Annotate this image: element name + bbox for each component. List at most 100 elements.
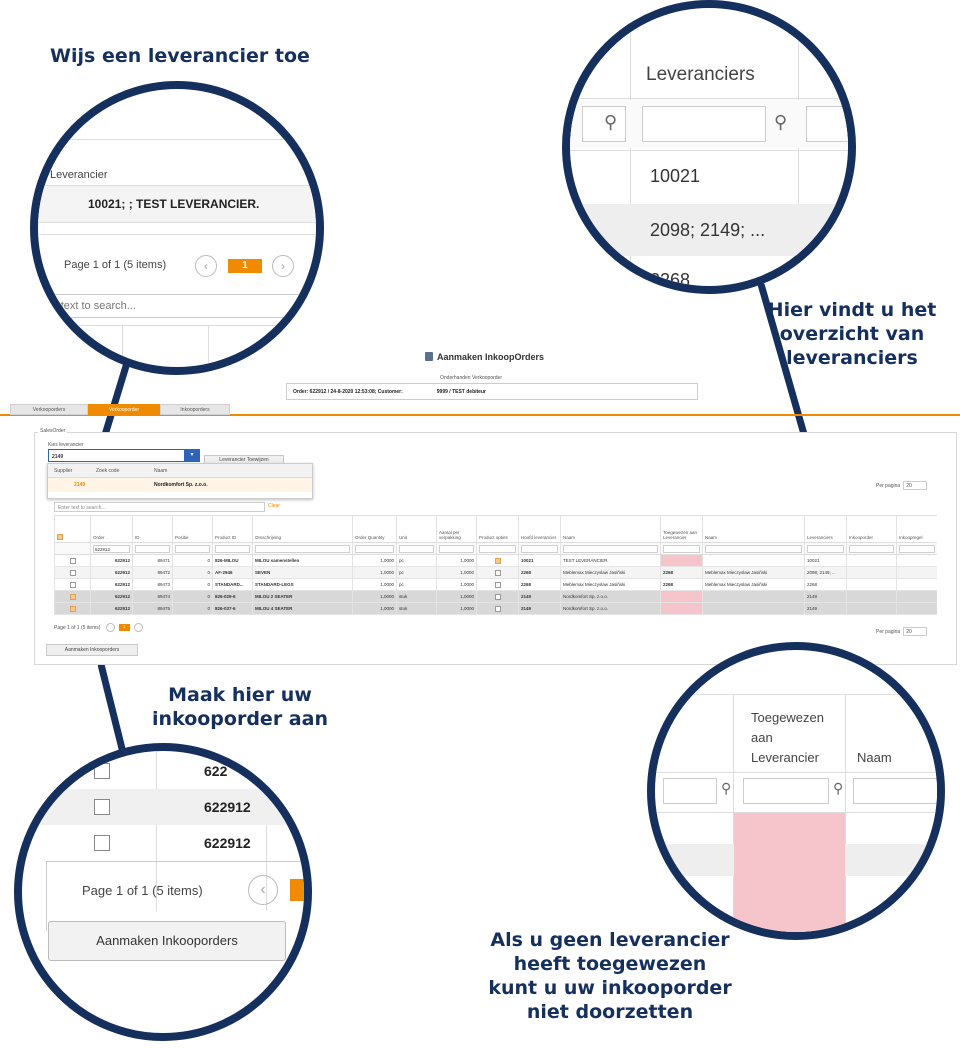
grid-header-cell[interactable]: Order bbox=[90, 516, 132, 542]
table-cell: 2268 bbox=[518, 579, 560, 590]
zoom-row-checkbox[interactable] bbox=[94, 835, 110, 851]
product-options-checkbox[interactable] bbox=[494, 570, 501, 576]
grid-search-input[interactable]: Enter text to search... bbox=[54, 502, 265, 512]
zoom-row-checkbox[interactable] bbox=[94, 799, 110, 815]
grid-header-cell[interactable]: ID bbox=[132, 516, 172, 542]
page-number[interactable]: 1 bbox=[118, 624, 130, 631]
table-cell: 2149 bbox=[804, 603, 846, 614]
table-cell: TEST LEVERANCIER. bbox=[560, 555, 660, 566]
grid-header-cell[interactable]: Product opties bbox=[476, 516, 518, 542]
callout-create: Maak hier uw inkooporder aan bbox=[152, 684, 328, 730]
zoom-prev-icon[interactable]: ‹ bbox=[195, 255, 217, 277]
filter-pin-icon[interactable]: ⚲ bbox=[833, 780, 844, 796]
table-row[interactable]: 622912 89474 0 826-029-6 MILOU 2 SEATER 1,000… bbox=[54, 591, 937, 603]
grid-header-cell[interactable]: Toegewezen aan Leverancier bbox=[660, 516, 702, 542]
grid-header-cell[interactable]: Hoofd leverancier bbox=[518, 516, 560, 542]
table-cell bbox=[54, 555, 90, 566]
zoom-create-button[interactable]: Aanmaken Inkooporders bbox=[48, 921, 286, 961]
grid-header-cell[interactable]: Positie bbox=[172, 516, 212, 542]
grid-header-cell[interactable]: Product ID bbox=[212, 516, 252, 542]
dropdown-option[interactable]: 2149 Nordkomfort Sp. z.o.o. bbox=[48, 478, 312, 492]
filter-input[interactable] bbox=[399, 545, 434, 553]
section-subtitle: Onderhanden Verkooporder bbox=[440, 375, 502, 381]
table-cell: SEVEN bbox=[252, 567, 352, 578]
supplier-select[interactable]: 2149 bbox=[48, 449, 200, 462]
filter-pin-icon[interactable]: ⚲ bbox=[604, 112, 618, 132]
tab-verkooporders[interactable]: Verkooporders bbox=[10, 404, 88, 415]
filter-input[interactable] bbox=[705, 545, 802, 553]
row-checkbox[interactable] bbox=[69, 606, 76, 612]
table-row[interactable]: 622912 89473 0 STANDARD... STANDARD-LEGS 1,00… bbox=[54, 579, 937, 591]
grid-header-cell[interactable]: Aantal per verpakking bbox=[436, 516, 476, 542]
table-cell bbox=[846, 579, 896, 590]
table-cell: 2149 bbox=[518, 603, 560, 614]
zoom-create-orders: 622 622912 622912 Page 1 of 1 (5 items) … bbox=[14, 743, 312, 1041]
create-purchase-orders-button[interactable]: Aanmaken Inkooporders bbox=[46, 644, 138, 656]
row-checkbox[interactable] bbox=[69, 582, 76, 588]
filter-input[interactable] bbox=[563, 545, 658, 553]
filter-input[interactable] bbox=[175, 545, 210, 553]
next-page-icon[interactable] bbox=[133, 623, 143, 632]
product-options-checkbox[interactable] bbox=[494, 558, 501, 564]
grid-header-cell[interactable]: Order Quantity bbox=[352, 516, 396, 542]
dropdown-header-supplier: Supplier bbox=[54, 468, 73, 474]
grid-header-cell[interactable]: Unit bbox=[396, 516, 436, 542]
filter-pin-icon[interactable]: ⚲ bbox=[721, 780, 732, 796]
filter-input[interactable] bbox=[439, 545, 474, 553]
orderlines-grid: Order ID Positie Product ID Omschrijving Orde… bbox=[54, 515, 937, 615]
grid-header-cell[interactable] bbox=[54, 516, 90, 542]
table-row[interactable]: 622912 89472 0 AF-2946 SEVEN 1,0000 pc 1,0000 22… bbox=[54, 567, 937, 579]
filter-input[interactable] bbox=[255, 545, 350, 553]
table-cell: 1,0000 bbox=[436, 567, 476, 578]
table-cell: STANDARD... bbox=[212, 579, 252, 590]
filter-input[interactable]: 622912 bbox=[93, 545, 130, 553]
select-all-checkbox[interactable] bbox=[57, 534, 63, 540]
filter-input[interactable] bbox=[663, 545, 700, 553]
per-page-bottom[interactable]: Per pagina 20 bbox=[876, 627, 928, 636]
table-cell: Nordkomfort Sp. z.o.o. bbox=[560, 603, 660, 614]
row-checkbox[interactable] bbox=[69, 558, 76, 564]
product-options-checkbox[interactable] bbox=[494, 606, 501, 612]
row-checkbox[interactable] bbox=[69, 570, 76, 576]
table-cell: 0 bbox=[172, 603, 212, 614]
filter-input[interactable] bbox=[807, 545, 844, 553]
per-page-top[interactable]: Per pagina 20 bbox=[876, 481, 928, 490]
product-options-checkbox[interactable] bbox=[494, 582, 501, 588]
zoom-prev-icon[interactable]: ‹ bbox=[248, 875, 278, 905]
grid-header-cell[interactable]: Naam bbox=[702, 516, 804, 542]
grid-header-cell[interactable]: Inkoopregel bbox=[896, 516, 937, 542]
filter-input[interactable] bbox=[899, 545, 935, 553]
filter-input[interactable] bbox=[849, 545, 894, 553]
table-cell: 1,0000 bbox=[436, 579, 476, 590]
tab-inkooporders[interactable]: Inkooporders bbox=[160, 404, 230, 415]
clear-link[interactable]: Clear bbox=[268, 503, 280, 509]
prev-page-icon[interactable] bbox=[105, 623, 115, 632]
zoom-next-icon[interactable]: › bbox=[272, 255, 294, 277]
tab-verkooporder[interactable]: Verkooporder bbox=[88, 404, 160, 415]
table-row[interactable]: 622912 89475 0 826-037-6 MILOU 4 SEATER 1,000… bbox=[54, 603, 937, 615]
zoom-order-2: 622912 bbox=[204, 799, 251, 815]
zoom-assigned-filter[interactable] bbox=[743, 778, 829, 804]
chevron-down-icon[interactable]: ▾ bbox=[184, 449, 200, 462]
filter-input[interactable] bbox=[355, 545, 394, 553]
product-options-checkbox[interactable] bbox=[494, 594, 501, 600]
filter-input[interactable] bbox=[521, 545, 558, 553]
grid-header-cell[interactable]: Omschrijving bbox=[252, 516, 352, 542]
filter-input[interactable] bbox=[135, 545, 170, 553]
filter-input[interactable] bbox=[57, 545, 88, 553]
filter-input[interactable] bbox=[479, 545, 516, 553]
grid-header-cell[interactable]: Naam bbox=[560, 516, 660, 542]
filter-input[interactable] bbox=[215, 545, 250, 553]
zoom-page-indicator[interactable] bbox=[290, 879, 304, 901]
table-cell: STANDARD-LEGS bbox=[252, 579, 352, 590]
row-checkbox[interactable] bbox=[69, 594, 76, 600]
grid-header-cell[interactable]: Inkooporder bbox=[846, 516, 896, 542]
table-row[interactable]: 622912 89471 0 826-MILOU MILOU samenstellen 1… bbox=[54, 555, 937, 567]
zoom-leveranciers-filter[interactable] bbox=[642, 106, 766, 142]
filter-pin-icon[interactable]: ⚲ bbox=[774, 112, 788, 132]
table-cell bbox=[846, 555, 896, 566]
zoom-page-number[interactable]: 1 bbox=[228, 259, 262, 273]
tab-bar: Verkooporders Verkooporder Inkooporders bbox=[0, 402, 960, 416]
grid-header-cell[interactable]: Leveranciers bbox=[804, 516, 846, 542]
document-icon bbox=[425, 352, 433, 361]
